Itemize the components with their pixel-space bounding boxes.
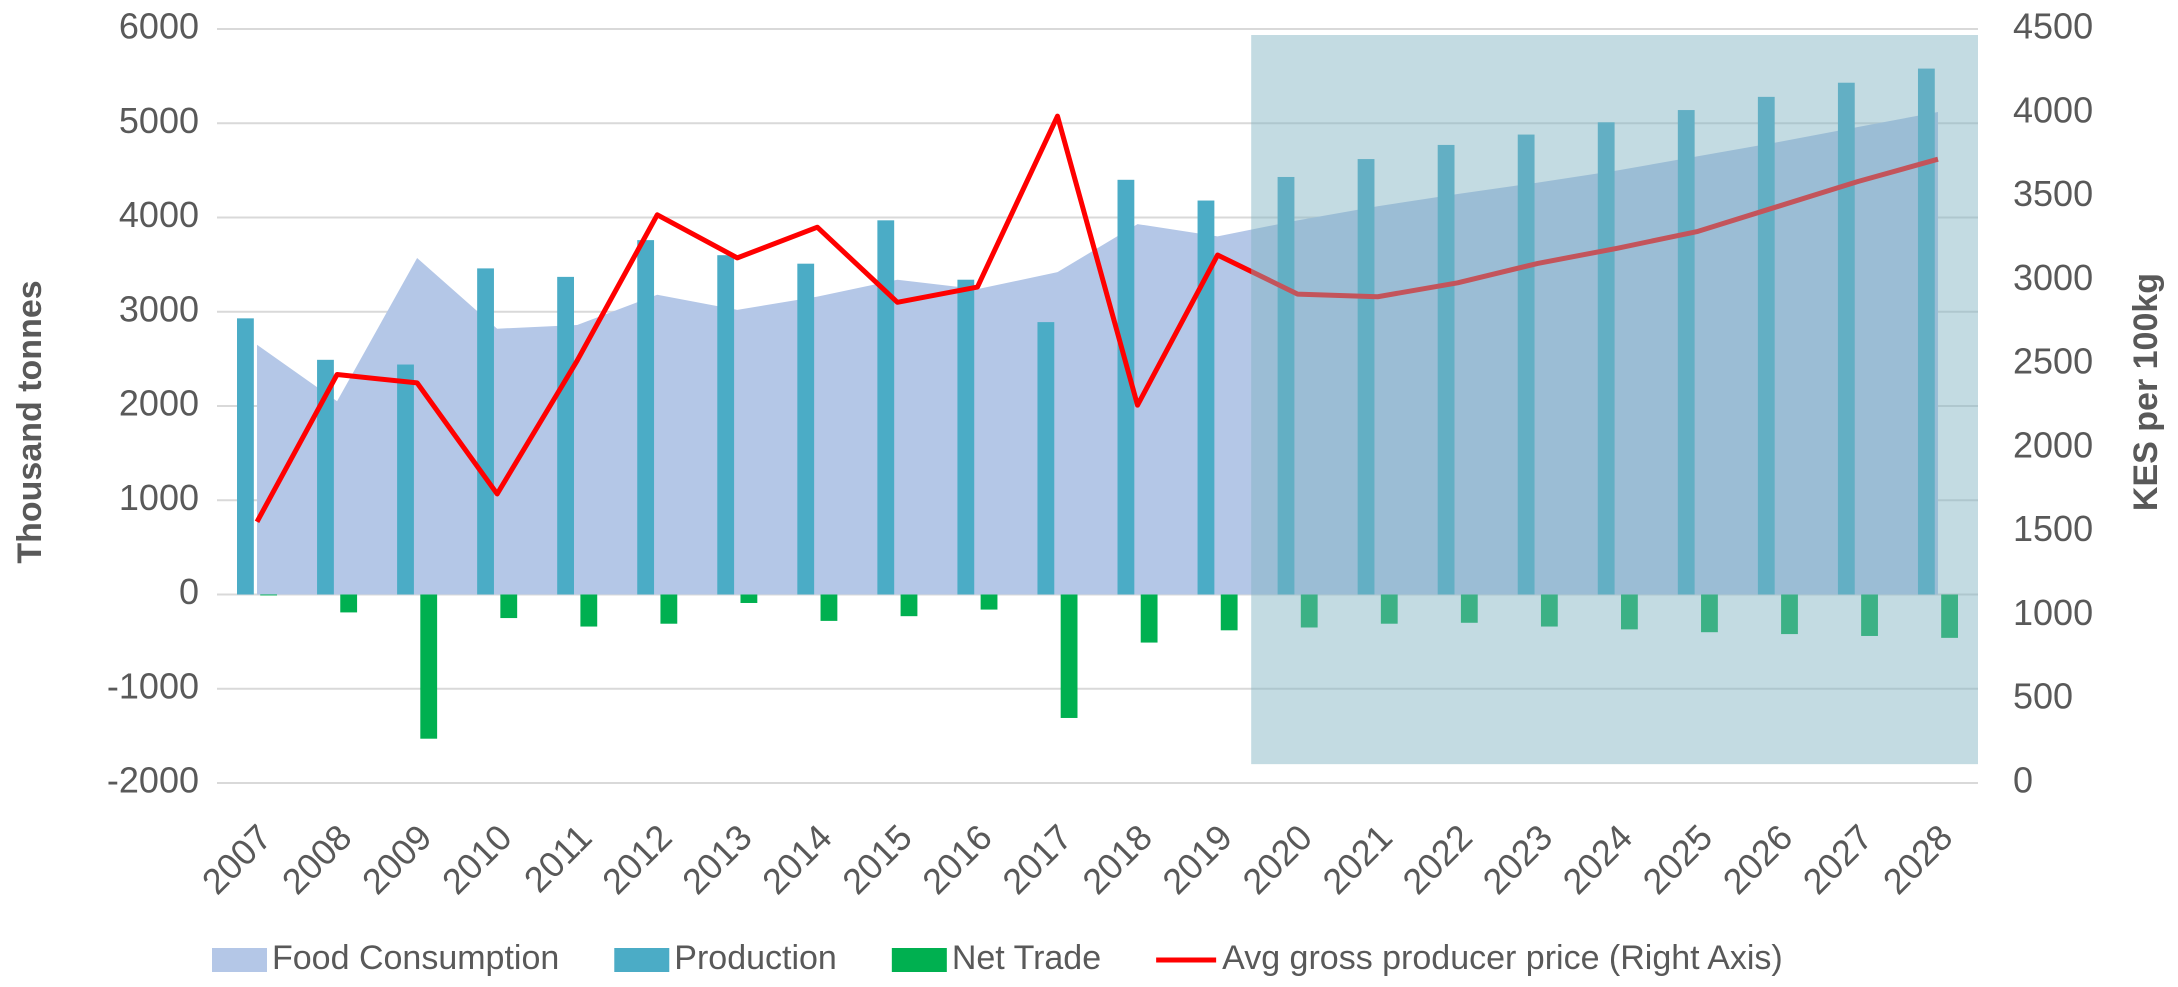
- x-tick-label: 2014: [754, 816, 840, 902]
- x-tick-label: 2008: [274, 816, 360, 902]
- x-tick-label: 2021: [1314, 816, 1400, 902]
- bar: [1917, 68, 1935, 595]
- bar: [557, 276, 575, 595]
- bar: [1837, 82, 1855, 595]
- bar: [637, 240, 655, 595]
- legend-label: Production: [674, 939, 837, 977]
- y-tick-label: 2000: [119, 383, 199, 424]
- y-tick-label: -2000: [107, 760, 199, 801]
- legend-label: Net Trade: [952, 939, 1101, 977]
- x-tick-label: 2024: [1555, 816, 1641, 902]
- x-tick-label: 2020: [1234, 816, 1320, 902]
- x-tick-label: 2027: [1795, 816, 1881, 902]
- legend-swatch: [212, 948, 267, 972]
- y2-axis-title: KES per 100kg: [2127, 273, 2165, 511]
- y2-tick-label: 500: [2013, 676, 2073, 717]
- bar: [1037, 322, 1055, 595]
- x-tick-label: 2007: [194, 816, 280, 902]
- bar: [260, 594, 278, 596]
- bar: [980, 594, 998, 610]
- y2-tick-label: 3500: [2013, 173, 2093, 214]
- bar: [317, 359, 334, 595]
- x-tick-label: 2013: [674, 816, 760, 902]
- y2-tick-label: 2000: [2013, 424, 2093, 465]
- x-tick-label: 2017: [994, 816, 1080, 902]
- x-tick-label: 2015: [834, 816, 920, 902]
- bar: [1437, 144, 1455, 595]
- bar: [1757, 96, 1775, 595]
- x-tick-label: 2022: [1394, 816, 1480, 902]
- bar: [1277, 176, 1295, 595]
- y-tick-label: 1000: [119, 477, 199, 518]
- x-tick-label: 2019: [1154, 816, 1240, 902]
- x-tick-label: 2026: [1715, 816, 1801, 902]
- bar: [1140, 594, 1158, 643]
- bar: [957, 279, 975, 595]
- bar: [1620, 594, 1638, 630]
- bar: [1460, 594, 1478, 623]
- bar: [660, 594, 678, 624]
- bar: [717, 255, 735, 595]
- bar: [397, 364, 414, 595]
- y-tick-label: 3000: [119, 288, 199, 329]
- bar: [1701, 594, 1718, 633]
- y2-tick-label: 1000: [2013, 592, 2093, 633]
- y2-tick-label: 2500: [2013, 341, 2093, 382]
- y-axis-title: Thousand tonnes: [11, 280, 49, 563]
- x-tick-label: 2023: [1475, 816, 1561, 902]
- bar: [237, 318, 254, 595]
- x-tick-label: 2010: [434, 816, 520, 902]
- bar: [1220, 594, 1238, 631]
- y2-tick-label: 4000: [2013, 89, 2093, 130]
- bar: [1380, 594, 1398, 624]
- y2-tick-label: 1500: [2013, 508, 2093, 549]
- bar: [1060, 594, 1078, 718]
- y-tick-label: 5000: [119, 100, 199, 141]
- bar: [1781, 594, 1798, 635]
- y-tick-label: 4000: [119, 194, 199, 235]
- projection-shade: [1251, 35, 1978, 765]
- bar: [740, 594, 758, 603]
- x-tick-label: 2011: [516, 816, 600, 900]
- bar: [340, 594, 358, 613]
- x-tick-label: 2012: [594, 816, 680, 902]
- bar: [1300, 594, 1318, 628]
- bar: [420, 594, 438, 739]
- legend-label: Food Consumption: [272, 939, 559, 977]
- legend-swatch: [891, 948, 947, 972]
- bar: [1117, 179, 1135, 595]
- legend-swatch: [614, 948, 670, 972]
- bar: [1597, 122, 1615, 595]
- line: [254, 113, 1939, 523]
- bar: [797, 263, 815, 595]
- bar: [1357, 159, 1375, 595]
- bar: [1517, 134, 1535, 595]
- y2-tick-label: 0: [2013, 760, 2033, 801]
- y-tick-label: -1000: [107, 665, 199, 706]
- x-tick-label: 2016: [914, 816, 1000, 902]
- bar: [1197, 200, 1215, 595]
- bar: [477, 268, 494, 595]
- bar: [1540, 594, 1558, 627]
- bar: [580, 594, 598, 627]
- bar: [877, 220, 895, 595]
- y2-tick-label: 3000: [2013, 257, 2093, 298]
- x-tick-label: 2025: [1635, 816, 1721, 902]
- bar: [820, 594, 838, 621]
- bar: [1941, 594, 1958, 638]
- x-tick-label: 2028: [1875, 816, 1961, 902]
- y-tick-label: 0: [179, 571, 199, 612]
- x-tick-label: 2018: [1074, 816, 1160, 902]
- bar: [1861, 594, 1878, 636]
- y-tick-label: 6000: [119, 6, 199, 47]
- x-tick-label: 2009: [354, 816, 440, 902]
- bar: [500, 594, 518, 619]
- bar: [900, 594, 918, 617]
- legend-label: Avg gross producer price (Right Axis): [1222, 939, 1783, 977]
- y2-tick-label: 4500: [2013, 6, 2093, 47]
